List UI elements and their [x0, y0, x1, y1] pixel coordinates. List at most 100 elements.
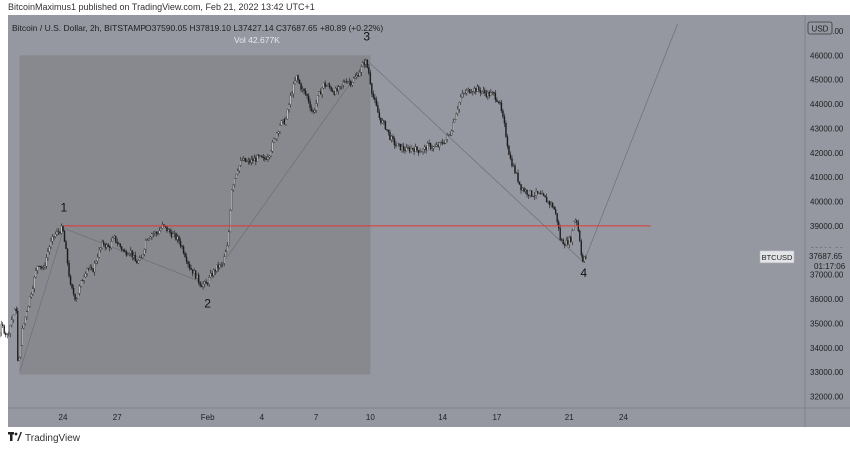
candle-body [330, 87, 332, 91]
tradingview-brand: TradingView [25, 432, 81, 444]
candle-body [570, 237, 572, 242]
candle-body [473, 88, 476, 93]
candle-body [535, 190, 537, 196]
candle-body [264, 157, 266, 160]
candle-body [277, 131, 280, 134]
candle-body [173, 233, 176, 235]
candle-body [247, 160, 250, 162]
candle-body [169, 229, 171, 233]
candle-body [127, 254, 129, 256]
candle-body [336, 88, 338, 91]
candle-body [258, 154, 260, 157]
candle-body [482, 90, 485, 92]
candle-body [179, 240, 182, 247]
price-axis-background [805, 15, 850, 408]
y-tick-label: 40000.00 [810, 198, 844, 207]
candle-body [24, 316, 27, 324]
candle-body [116, 241, 118, 244]
candle-body [580, 240, 582, 256]
candle-body [411, 147, 414, 150]
candle-body [321, 87, 323, 95]
candle-body [68, 262, 70, 277]
candle-body [524, 190, 527, 192]
candle-body [226, 245, 228, 252]
candle-body [136, 261, 138, 264]
candle-body [209, 273, 212, 278]
candle-body [184, 253, 186, 258]
candle-body [32, 288, 34, 295]
candle-body [0, 324, 2, 334]
candle-body [392, 136, 394, 139]
tradingview-logo[interactable]: TradingView [8, 432, 80, 444]
candle-body [89, 267, 91, 270]
x-tick-label: 7 [314, 413, 319, 422]
candle-body [124, 250, 126, 252]
candle-body [360, 66, 363, 73]
candle-body [231, 189, 233, 211]
candle-body [469, 89, 471, 94]
candle-body [105, 244, 108, 248]
candle-body [422, 149, 424, 152]
candle-body [565, 240, 567, 246]
candle-body [490, 92, 492, 97]
candle-body [448, 134, 450, 136]
candle-body [316, 95, 319, 104]
candle-body [238, 165, 240, 171]
candle-body [133, 255, 135, 258]
price-chart[interactable]: 1 2 3 4 32000.00 33000.00 34000.00 35000.00 360… [0, 15, 850, 427]
x-tick-label: 4 [260, 413, 265, 422]
candle-body [324, 82, 326, 87]
candle-body [176, 236, 179, 240]
candle-body [199, 282, 201, 286]
candle-body [271, 141, 274, 152]
candle-body [420, 151, 423, 153]
candle-body [300, 83, 302, 90]
candle-body [455, 113, 457, 120]
candle-body [356, 75, 358, 78]
candle-body [499, 102, 501, 104]
candle-body [313, 109, 316, 113]
candle-body [328, 84, 331, 88]
x-tick-label: 21 [565, 413, 574, 422]
publish-line: BitcoinMaximus1 published on TradingView… [8, 2, 315, 12]
candle-body [306, 94, 308, 97]
candle-body [398, 143, 400, 145]
candle-body [562, 239, 564, 245]
candle-body [404, 149, 406, 152]
candle-body [214, 269, 216, 272]
candle-body [512, 165, 515, 167]
candle-body [544, 195, 546, 198]
candle-body [93, 263, 96, 273]
candle-body [265, 158, 268, 160]
candle-body [289, 95, 292, 105]
candle-body [496, 99, 498, 102]
candle-body [460, 96, 462, 103]
candle-body [301, 88, 304, 90]
candle-body [319, 91, 322, 95]
candle-body [140, 257, 143, 259]
x-tick-label: 14 [438, 413, 447, 422]
candle-body [307, 95, 310, 102]
candle-body [362, 62, 364, 67]
candle-body [551, 203, 554, 208]
candle-body [259, 155, 262, 157]
y-tick-label: 42000.00 [810, 149, 844, 158]
candle-body [342, 82, 344, 86]
candle-body [518, 181, 521, 185]
y-tick-label: 44000.00 [810, 100, 844, 109]
candle-body [170, 232, 173, 237]
candle-body [208, 277, 210, 285]
wave-label-3: 3 [363, 30, 370, 44]
candle-body [166, 226, 168, 232]
currency-badge[interactable] [807, 21, 833, 35]
candle-body [146, 239, 149, 241]
candle-body [3, 325, 5, 334]
candle-body [292, 83, 295, 95]
candle-body [222, 263, 224, 265]
chart-area[interactable]: 1 2 3 4 32000.00 33000.00 34000.00 35000.00 360… [0, 15, 850, 427]
candle-body [261, 155, 263, 158]
candle-body [567, 240, 569, 245]
candle-body [435, 144, 438, 147]
candle-body [298, 79, 301, 84]
candle-body [353, 78, 355, 83]
